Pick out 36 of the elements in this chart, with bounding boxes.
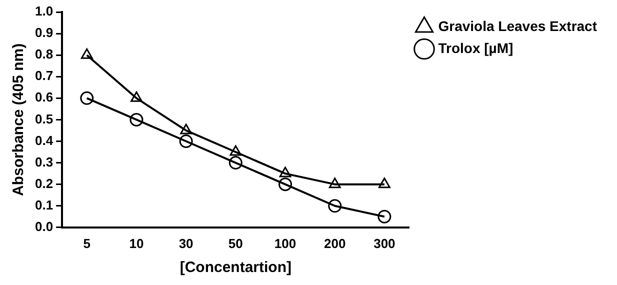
y-tick-label: 0.8 <box>34 46 54 62</box>
point <box>80 91 94 105</box>
point <box>378 210 392 224</box>
point <box>80 48 93 59</box>
point <box>230 145 242 156</box>
y-tick-label: 0.1 <box>34 197 54 212</box>
legend-label: Graviola Leaves Extract <box>438 18 598 34</box>
y-tick-label: 0.6 <box>34 90 54 105</box>
y-tick-label: 0.5 <box>34 111 54 126</box>
point <box>228 156 242 170</box>
point <box>130 112 144 126</box>
y-tick-label: 0.9 <box>34 25 54 40</box>
point <box>328 199 342 213</box>
x-tick-label: 30 <box>178 236 194 251</box>
x-tick-label: 100 <box>274 236 296 251</box>
point <box>378 178 390 188</box>
x-tick-label: 5 <box>83 236 90 251</box>
y-tick-label: 0.3 <box>34 154 54 170</box>
point <box>179 134 193 148</box>
y-axis-title: Absorbance (405 nm) <box>10 43 28 196</box>
x-tick-label: 300 <box>374 236 396 251</box>
y-tick-label: 0.4 <box>34 132 54 148</box>
x-tick-label: 200 <box>324 236 346 251</box>
point <box>130 91 142 102</box>
point <box>278 178 292 192</box>
x-tick-label: 10 <box>129 236 144 251</box>
point <box>180 124 192 134</box>
y-tick-label: 1.0 <box>34 4 54 19</box>
y-tick-label: 0.0 <box>34 218 54 234</box>
point <box>279 166 292 178</box>
y-tick-label: 0.2 <box>34 176 54 191</box>
legend-label: Trolox [µM] <box>438 40 514 56</box>
y-tick-label: 0.7 <box>34 68 54 84</box>
point <box>328 178 341 188</box>
x-axis-title: [Concentartion] <box>180 259 292 276</box>
x-tick-label: 50 <box>228 236 243 251</box>
